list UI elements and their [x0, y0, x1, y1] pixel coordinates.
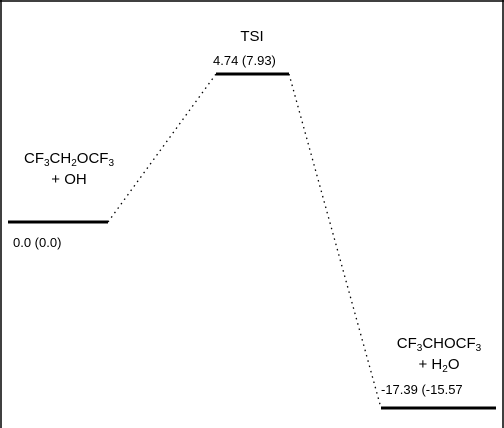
ts-name: TSI [240, 28, 264, 45]
product-energy: -17.39 (-15.57 [381, 382, 463, 397]
reactant-name: CF3CH2OCF3 [23, 150, 115, 169]
ts-energy: 4.74 (7.93) [213, 53, 276, 68]
reactant-coreactant: + OH [51, 171, 87, 188]
product-coreactant: + H2O [418, 356, 460, 375]
connector-reactant-ts [107, 73, 217, 223]
product-name: CF3CHOCF3 [396, 335, 482, 354]
connector-ts-product [288, 73, 382, 409]
reactant-energy: 0.0 (0.0) [13, 235, 62, 250]
